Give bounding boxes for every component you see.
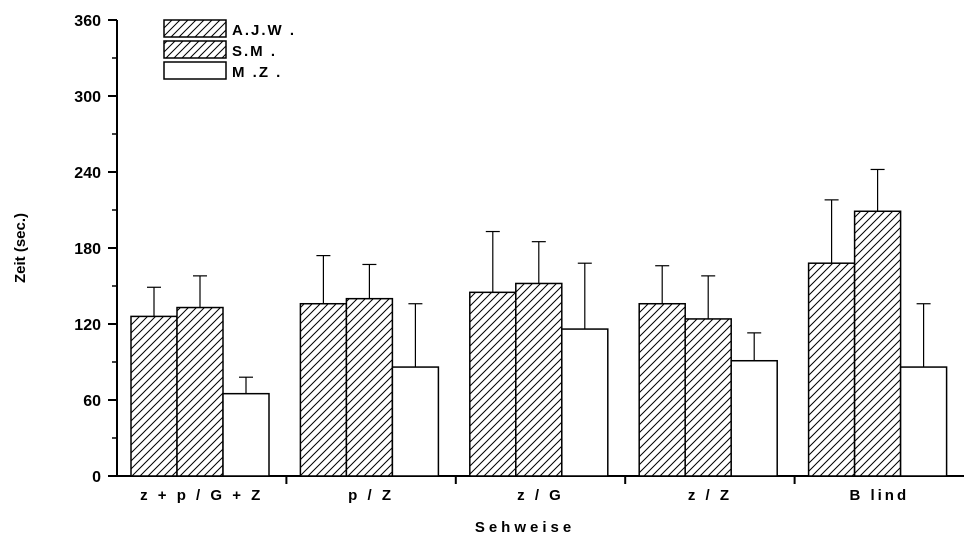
- legend-swatch: [163, 40, 227, 59]
- legend-label: A.J.W .: [232, 22, 296, 39]
- bar-2: [176, 306, 224, 477]
- bar-2: [684, 318, 732, 477]
- bar-1: [299, 302, 348, 477]
- x-axis-title: Sehweise: [475, 519, 575, 536]
- legend-label: S.M .: [232, 43, 277, 60]
- plot-area: 0 60 120 180 240 300 360 z + p / G + Z p / Z z / …: [74, 13, 964, 504]
- legend-swatch: [163, 19, 227, 38]
- x-category-label: z + p / G + Z: [140, 487, 263, 504]
- bar-3: [222, 392, 270, 477]
- legend-label: M .Z .: [232, 64, 282, 81]
- bar-2: [515, 282, 563, 477]
- y-axis-title: Zeit (sec.): [12, 213, 29, 283]
- bar-3: [730, 359, 778, 477]
- bar-3: [561, 328, 609, 477]
- bar-1: [469, 291, 517, 477]
- bar-2: [345, 297, 394, 477]
- bar-1: [638, 302, 686, 477]
- x-category-label: B lind: [849, 487, 909, 504]
- bar-1: [807, 262, 856, 477]
- bar-3: [391, 366, 440, 477]
- y-tick-label: 120: [74, 317, 101, 334]
- bar-3: [899, 366, 948, 477]
- legend-swatch: [163, 61, 227, 80]
- y-tick-label: 0: [92, 469, 101, 486]
- y-tick-label: 180: [74, 241, 101, 258]
- bar-1: [130, 315, 178, 477]
- x-category-label: z / Z: [688, 487, 732, 504]
- y-tick-label: 60: [83, 393, 101, 410]
- y-tick-label: 300: [74, 89, 101, 106]
- x-category-label: z / G: [517, 487, 564, 504]
- y-tick-label: 240: [74, 165, 101, 182]
- bar-2: [853, 210, 902, 477]
- x-category-label: p / Z: [348, 487, 394, 504]
- y-tick-label: 360: [74, 13, 101, 30]
